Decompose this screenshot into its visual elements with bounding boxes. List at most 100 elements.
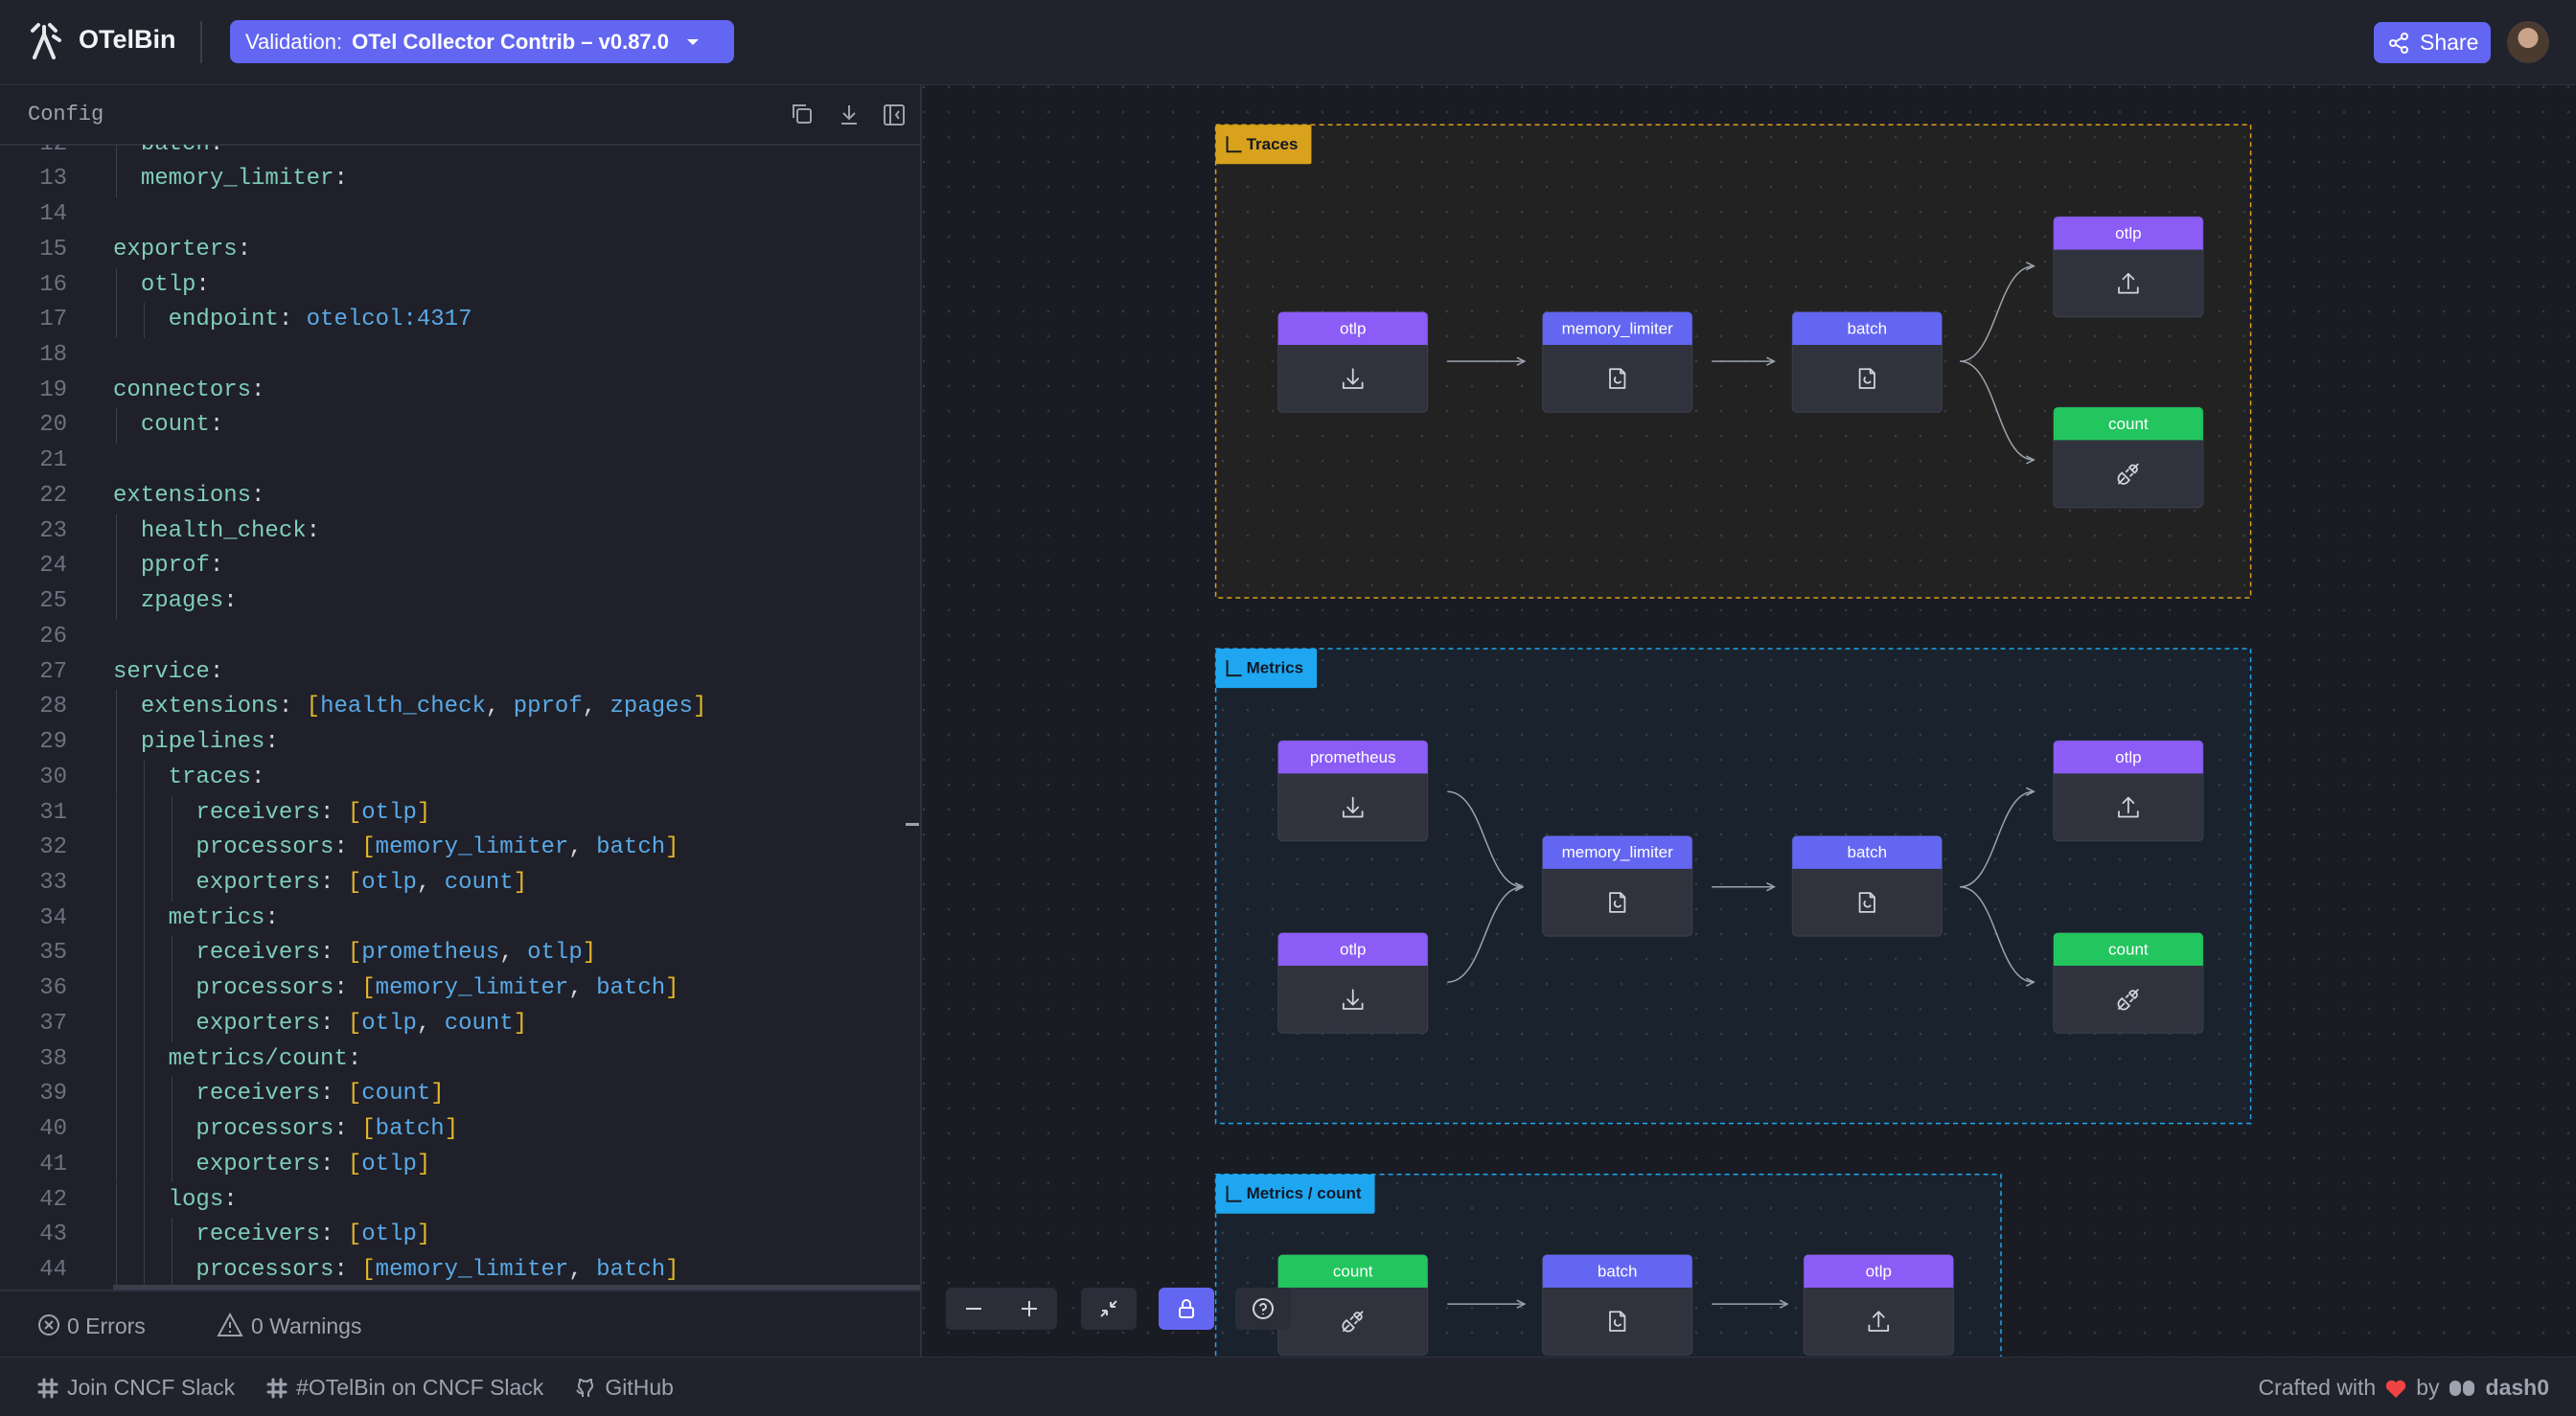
code-token: extensions xyxy=(113,482,252,509)
code-line: health_check: xyxy=(113,514,320,550)
indent-guide xyxy=(116,1182,117,1219)
pipeline-node[interactable]: otlp xyxy=(2053,216,2204,318)
code-token: : xyxy=(264,729,279,756)
pipeline-node[interactable]: memory_limiter xyxy=(1542,835,1693,937)
avatar[interactable] xyxy=(2507,21,2549,63)
share-button[interactable]: Share xyxy=(2374,22,2491,63)
code-line: count: xyxy=(113,408,223,444)
edge xyxy=(1960,885,2034,982)
fit-view-button[interactable] xyxy=(1081,1288,1137,1330)
pipeline-node[interactable]: otlp xyxy=(1803,1254,1954,1356)
indent-guide xyxy=(116,267,117,304)
code-line: receivers: [prometheus, otlp] xyxy=(113,936,596,971)
code-line: logs: xyxy=(113,1183,238,1219)
code-token: : xyxy=(209,658,224,685)
code-token: metrics/count xyxy=(168,1045,348,1072)
code-token: [ xyxy=(347,799,362,826)
code-token: pipelines xyxy=(140,729,265,756)
node-icon xyxy=(1342,989,1364,1010)
slack-icon xyxy=(266,1378,288,1398)
line-number: 18 xyxy=(39,342,67,368)
pipeline-node[interactable]: batch xyxy=(1542,1254,1693,1356)
code-token: memory_limiter xyxy=(375,1256,569,1283)
share-icon xyxy=(2389,32,2408,54)
line-number: 16 xyxy=(39,271,67,298)
validation-value: OTel Collector Contrib – v0.87.0 xyxy=(352,29,670,54)
line-number: 22 xyxy=(39,482,67,509)
code-line: extensions: xyxy=(113,479,264,514)
node-icon xyxy=(1342,1311,1364,1333)
node-header xyxy=(1542,1254,1692,1288)
pipeline-node[interactable]: count xyxy=(2053,932,2204,1034)
code-token: otlp xyxy=(527,940,583,967)
pipeline-node[interactable]: memory_limiter xyxy=(1542,311,1693,413)
node-header xyxy=(1542,311,1692,345)
code-token: ] xyxy=(416,1151,431,1177)
editor-actions xyxy=(793,104,905,126)
pipeline-node[interactable]: otlp xyxy=(2053,740,2204,842)
indent-guide xyxy=(143,303,145,338)
credit-by: by xyxy=(2416,1375,2440,1400)
code-token xyxy=(113,1257,196,1283)
code-token: [ xyxy=(347,940,362,967)
code-token: processors xyxy=(196,834,334,861)
code-token xyxy=(113,975,196,1001)
node-icon xyxy=(1858,892,1875,913)
brand-icon xyxy=(2449,1380,2474,1396)
validation-label: Validation: xyxy=(245,29,343,54)
zoom-in[interactable] xyxy=(1018,1297,1041,1320)
indent-guide xyxy=(143,901,145,937)
pipeline-node[interactable]: otlp xyxy=(1277,311,1429,413)
code-token xyxy=(113,870,196,896)
zoom-out[interactable] xyxy=(962,1297,985,1320)
lock-button[interactable] xyxy=(1159,1288,1214,1330)
code-line: processors: [batch] xyxy=(113,1112,458,1148)
indent-guide xyxy=(116,795,117,832)
help-button[interactable] xyxy=(1235,1288,1291,1330)
validation-button[interactable]: Validation: OTel Collector Contrib – v0.… xyxy=(230,20,734,63)
code-token xyxy=(113,1187,169,1213)
code-token xyxy=(334,1152,347,1177)
pipeline-node[interactable]: otlp xyxy=(1277,932,1429,1034)
pipeline-node[interactable]: batch xyxy=(1791,835,1943,937)
code-token: , xyxy=(485,694,514,720)
footer-link[interactable]: Join CNCF Slack xyxy=(36,1375,235,1401)
code-token xyxy=(113,765,169,790)
editor-title: Config xyxy=(28,103,104,126)
footer-link[interactable]: GitHub xyxy=(574,1375,674,1401)
code-token: otlp xyxy=(361,1222,417,1248)
node-label: batch xyxy=(1598,1262,1638,1280)
code-token: connectors xyxy=(113,377,252,403)
code-token xyxy=(113,1046,169,1072)
code-token xyxy=(348,1116,361,1142)
pipeline-node[interactable]: batch xyxy=(1791,311,1943,413)
line-number: 29 xyxy=(39,729,67,756)
code-token: , xyxy=(582,694,610,720)
code-token xyxy=(334,870,347,896)
code-token: : xyxy=(196,271,210,298)
code-line: memory_limiter: xyxy=(113,162,348,197)
code-token: [ xyxy=(361,975,376,1002)
pipeline-node[interactable]: count xyxy=(2053,406,2204,509)
code-line: processors: [memory_limiter, batch] xyxy=(113,831,678,866)
indent-guide xyxy=(116,1077,117,1113)
code-token: : xyxy=(334,834,348,861)
code-token: count xyxy=(361,1081,431,1108)
code-line: processors: [memory_limiter, batch] xyxy=(113,1253,678,1289)
footer-link[interactable]: #OTelBin on CNCF Slack xyxy=(265,1375,543,1401)
code-token: [ xyxy=(347,1222,362,1248)
indent-guide xyxy=(143,1147,145,1183)
line-number: 15 xyxy=(39,236,67,263)
pipeline-node[interactable]: count xyxy=(1277,1254,1429,1356)
indent-guide xyxy=(143,831,145,866)
indent-guide xyxy=(143,760,145,796)
code-token: : xyxy=(320,799,334,826)
pipeline-node[interactable]: prometheus xyxy=(1277,740,1429,842)
lock-icon xyxy=(1179,1299,1194,1318)
indent-guide xyxy=(116,865,117,902)
code-token xyxy=(348,975,361,1001)
code-token xyxy=(113,1222,196,1247)
slack-icon xyxy=(37,1378,58,1398)
group-tag xyxy=(1215,1174,1375,1214)
